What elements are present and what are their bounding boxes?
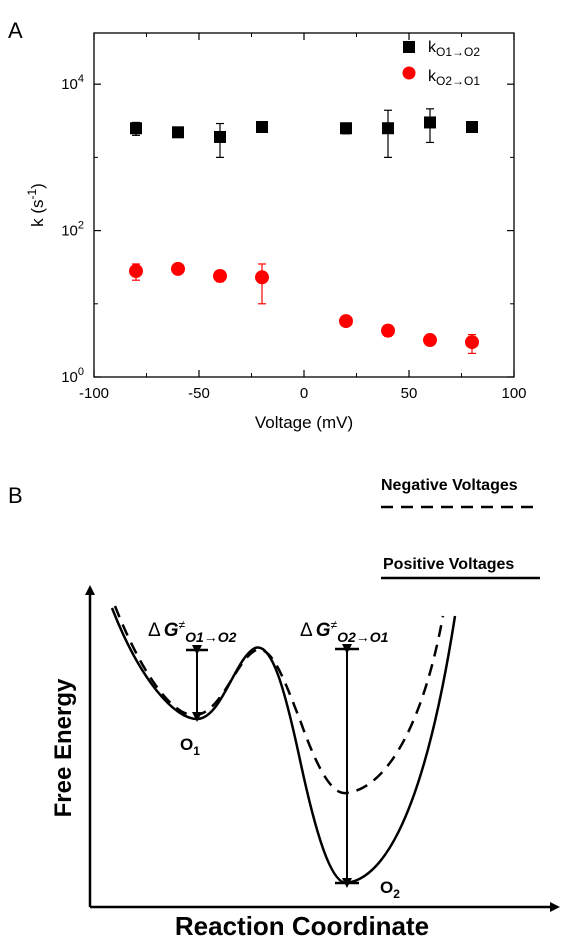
data-point-square [130, 122, 142, 135]
data-point-square [382, 122, 394, 135]
legend: kO1→O2 kO2→O1 [402, 39, 480, 88]
x-tick-label: 50 [401, 385, 418, 402]
positive-voltage-curve [110, 607, 457, 885]
x-axis-label: Voltage (mV) [255, 413, 353, 432]
data-point-square [256, 120, 268, 133]
y-tick-label: 100 [61, 366, 84, 386]
data-point-circle [129, 264, 143, 279]
data-point-square [214, 130, 226, 143]
legend-label-o1-o2: kO1→O2 [428, 39, 480, 59]
data-point-square [340, 122, 352, 135]
legend-entry-o2-o1: kO2→O1 [402, 66, 480, 88]
legend-square-marker [403, 41, 415, 53]
data-point-circle [171, 261, 185, 276]
data-point-circle [213, 268, 227, 283]
y-axis: 100 102 104 [61, 73, 514, 386]
y-tick-label: 104 [61, 73, 84, 93]
legend-b: Negative Voltages Positive Voltages [381, 477, 540, 580]
x-axis: -100 -50 0 50 100 [79, 33, 527, 402]
data-point-circle [423, 333, 437, 348]
legend-negative-label: Negative Voltages [381, 477, 518, 494]
x-tick-label: 100 [501, 385, 526, 402]
data-point-square [466, 120, 478, 133]
x-tick-label: -50 [188, 385, 210, 402]
chart-a: -100 -50 0 50 100 100 102 104 Voltage (mV) k (… [25, 32, 527, 432]
data-point-circle [255, 270, 269, 285]
free-energy-axis-label: Free Energy [50, 678, 77, 817]
legend-label-o2-o1: kO2→O1 [428, 68, 480, 88]
data-point-circle [465, 335, 479, 350]
legend-positive-label: Positive Voltages [383, 556, 514, 573]
y-tick-label: 102 [61, 220, 84, 240]
panel-a-label: A [8, 18, 23, 43]
legend-entry-o1-o2: kO1→O2 [403, 39, 480, 59]
y-axis-label: k (s-1) [25, 183, 47, 227]
plot-area [129, 108, 479, 355]
data-point-circle [381, 323, 395, 338]
reaction-coordinate-axis-label: Reaction Coordinate [175, 911, 429, 941]
x-tick-label: 0 [300, 385, 308, 402]
state-o1-label: O1 [180, 735, 200, 758]
negative-voltage-curve [113, 605, 445, 795]
barrier-o1-label: Δ G≠O1→O2 [148, 618, 237, 645]
data-point-square [424, 116, 436, 129]
energy-diagram: Δ G≠O1→O2 Δ G≠O2→O1 O1 O2 Free Energy Reac… [50, 585, 560, 941]
state-o2-label: O2 [380, 878, 400, 901]
barrier-o2-label: Δ G≠O2→O1 [300, 618, 389, 645]
data-point-circle [339, 314, 353, 329]
legend-circle-marker [402, 66, 416, 80]
panel-b-label: B [8, 483, 23, 508]
x-tick-label: -100 [79, 385, 109, 402]
data-point-square [172, 126, 184, 139]
